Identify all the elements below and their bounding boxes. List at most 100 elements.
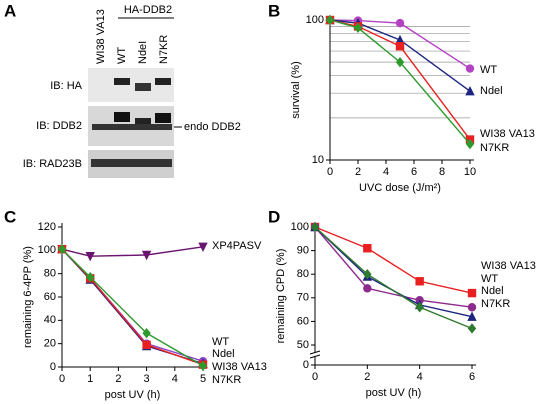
band	[155, 78, 171, 85]
marker	[467, 288, 477, 298]
y-axis-label: survival (%)	[290, 61, 302, 118]
x-tick-label: 3	[144, 373, 150, 385]
marker	[395, 56, 405, 68]
y-tick-label: 40	[44, 314, 56, 326]
x-tick-label: 10	[464, 166, 476, 178]
y-tick-label: 100	[38, 244, 56, 256]
panel-a: A WI38 VA13 WT NdeI N7KR HA-DDB2 IB: HA …	[4, 1, 241, 178]
x-tick-label: 4	[172, 373, 178, 385]
series-line	[329, 19, 471, 92]
x-tick-label: 4	[417, 371, 423, 383]
band	[92, 124, 172, 130]
y-tick-label: 50	[297, 339, 309, 351]
marker	[198, 242, 208, 253]
band	[155, 113, 171, 123]
series-label: XP4PASV	[212, 240, 262, 252]
series-line	[314, 226, 473, 294]
marker	[415, 302, 424, 313]
series-label: Ndel	[481, 285, 504, 297]
blot-label: IB: DDB2	[36, 120, 82, 132]
y-tick-label: 60	[297, 315, 309, 327]
series-label: N7KR	[480, 142, 509, 154]
marker	[395, 34, 405, 45]
axis-break	[309, 350, 321, 355]
marker	[363, 244, 372, 253]
band	[135, 83, 151, 91]
marker	[363, 269, 372, 280]
marker	[141, 250, 152, 261]
series-line	[61, 246, 204, 257]
x-tick-label: 1	[87, 373, 93, 385]
band	[114, 78, 130, 85]
y-tick-label: 0	[50, 361, 56, 373]
marker	[85, 251, 95, 262]
marker	[325, 14, 335, 26]
marker	[395, 41, 405, 51]
band-note: endo DDB2	[184, 121, 241, 133]
x-axis-label: UVC dose (J/m²)	[359, 182, 441, 194]
series-label: N7KR	[481, 298, 510, 310]
marker	[86, 271, 95, 283]
series-label: WT	[481, 273, 498, 285]
marker	[198, 360, 208, 372]
panel-label: D	[268, 207, 280, 226]
band	[91, 159, 172, 167]
marker	[465, 86, 475, 96]
series-line	[61, 248, 204, 365]
x-tick-label: 4	[383, 166, 389, 178]
series-line	[61, 248, 204, 362]
marker	[465, 138, 475, 150]
series-line	[314, 226, 473, 318]
y-tick-label: 100	[291, 221, 309, 233]
series-label: Ndel	[212, 348, 235, 360]
series-line	[61, 248, 204, 366]
series-line	[314, 226, 473, 330]
panel-label: C	[4, 207, 16, 226]
x-tick-label: 2	[355, 166, 361, 178]
x-axis-label: post UV (h)	[366, 387, 422, 399]
series-line	[329, 19, 471, 70]
marker	[57, 243, 67, 255]
lane-label: N7KR	[158, 35, 170, 64]
x-tick-label: 0	[312, 371, 318, 383]
lane-label: WI38 VA13	[95, 9, 107, 64]
series-label: WI38 VA13	[480, 128, 535, 140]
y-tick-label: 90	[297, 245, 309, 257]
series-label: WT	[212, 336, 229, 348]
x-tick-label: 2	[115, 373, 121, 385]
marker	[467, 323, 477, 334]
x-tick-label: 6	[411, 166, 417, 178]
blot-label: IB: HA	[50, 80, 82, 92]
series-label: WI38 VA13	[212, 361, 267, 373]
y-tick-label: 60	[44, 291, 56, 303]
y-tick-label: 20	[44, 338, 56, 350]
series-label: WI38 VA13	[481, 260, 536, 272]
lane-label: WT	[116, 47, 128, 64]
series-line	[314, 226, 473, 308]
series-label: WT	[480, 64, 497, 76]
band	[135, 118, 151, 127]
marker	[142, 340, 151, 350]
marker	[465, 64, 475, 73]
marker	[415, 277, 424, 286]
y-tick-label: 70	[297, 292, 309, 304]
lane-label: NdeI	[137, 41, 149, 64]
x-tick-label: 2	[364, 371, 370, 383]
construct-label: HA-DDB2	[124, 4, 172, 16]
marker	[363, 284, 372, 293]
x-tick-label: 0	[59, 373, 65, 385]
panel-label: A	[4, 1, 16, 20]
y-tick-label: 120	[38, 221, 56, 233]
blot-label: IB: RAD23B	[23, 158, 82, 170]
y-axis-label: remaining 6-4PP (%)	[22, 246, 34, 348]
axis-break-gap	[310, 353, 320, 357]
x-axis-label: post UV (h)	[105, 389, 161, 401]
series-line	[61, 248, 204, 367]
x-tick-label: 6	[469, 371, 475, 383]
x-tick-label: 0	[327, 166, 333, 178]
axis-break	[309, 354, 321, 359]
series-label: N7KR	[212, 374, 241, 386]
y-tick-label: 80	[44, 268, 56, 280]
series-line	[329, 19, 471, 145]
marker	[310, 221, 320, 233]
